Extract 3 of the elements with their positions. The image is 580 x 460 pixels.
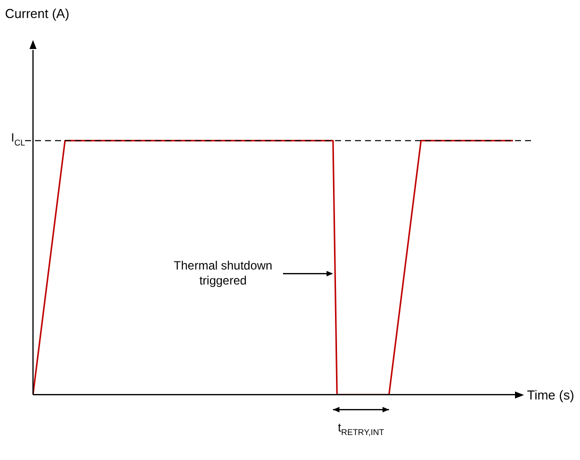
x-axis-title: Time (s) [527, 388, 574, 403]
annotation: Thermal shutdown triggered [174, 258, 272, 288]
text: Current (A) [5, 6, 70, 21]
